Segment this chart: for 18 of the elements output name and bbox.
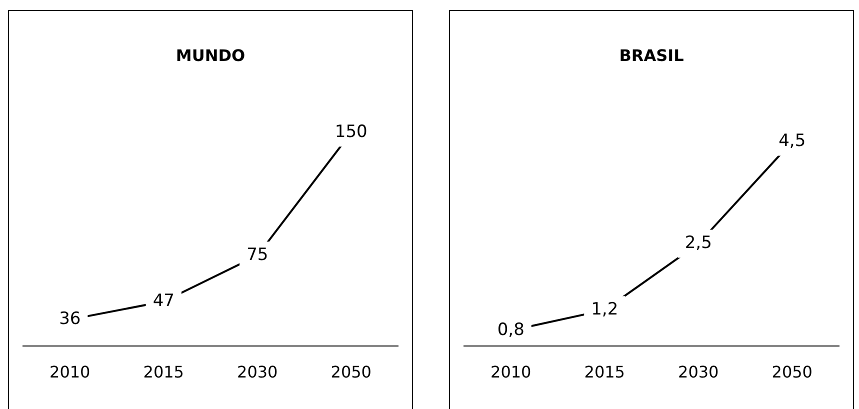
x-tick-label: 2010 (490, 362, 532, 382)
x-tick-label: 2015 (143, 362, 184, 382)
data-label: 1,2 (591, 300, 618, 320)
data-label: 47 (152, 290, 174, 311)
x-tick-label: 2015 (584, 362, 625, 382)
x-tick-label: 2050 (772, 362, 812, 382)
data-label: 0,8 (497, 320, 524, 340)
chart-title: BRASIL (619, 46, 684, 65)
x-tick-label: 2030 (678, 362, 719, 382)
data-label: 75 (246, 245, 268, 266)
data-label: 4,5 (778, 131, 806, 152)
x-tick-label: 2010 (50, 362, 90, 382)
x-tick-label: 2030 (237, 362, 278, 382)
x-tick-label: 2050 (330, 362, 372, 382)
data-label: 36 (59, 308, 81, 329)
chart-title: MUNDO (176, 46, 246, 65)
data-label: 150 (334, 122, 368, 142)
data-label: 2,5 (684, 233, 712, 254)
